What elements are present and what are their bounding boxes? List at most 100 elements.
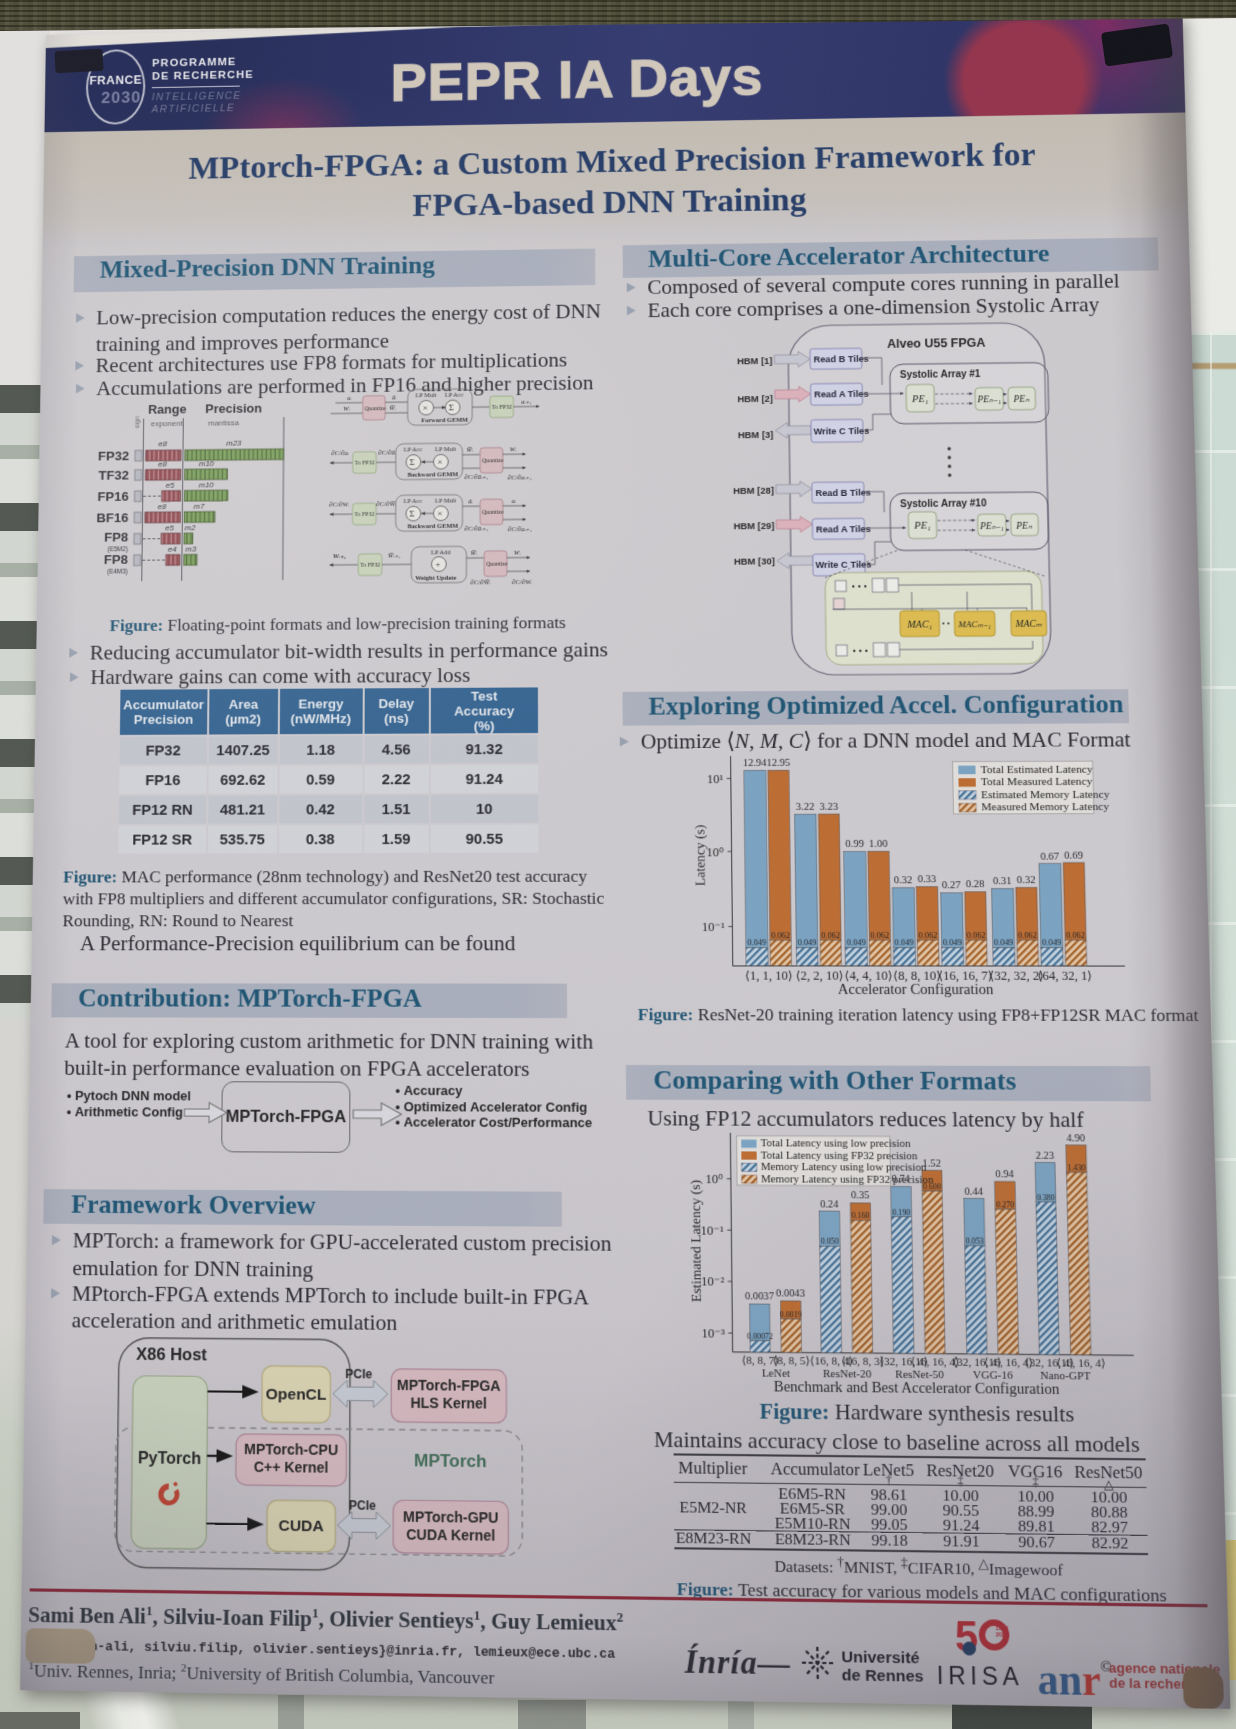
svg-text:⟨1, 1, 10⟩: ⟨1, 1, 10⟩ <box>745 969 793 983</box>
svg-text:PEₙ: PEₙ <box>1012 393 1029 404</box>
svg-text:Systolic Array #1: Systolic Array #1 <box>900 368 981 380</box>
svg-text:10⁻²: 10⁻² <box>701 1274 725 1289</box>
svg-text:0.049: 0.049 <box>895 938 914 948</box>
svg-text:Quantize: Quantize <box>482 458 504 464</box>
svg-text:1.430: 1.430 <box>1067 1163 1086 1173</box>
svg-text:Total Latency using FP32 preci: Total Latency using FP32 precision <box>761 1150 918 1163</box>
svg-text:āᵢ: āᵢ <box>392 394 397 401</box>
svg-text:MACₘ₋₁: MACₘ₋₁ <box>957 619 991 630</box>
svg-text:LP Acc: LP Acc <box>404 499 423 505</box>
svg-text:0.33: 0.33 <box>917 874 936 886</box>
svg-text:MAC₁: MAC₁ <box>906 620 932 631</box>
svg-text:To FP32: To FP32 <box>492 405 512 411</box>
svg-text:∂C/∂aᵢ: ∂C/∂aᵢ <box>331 450 349 457</box>
svg-text:PEₙ: PEₙ <box>1015 520 1032 531</box>
svg-text:Latency (s): Latency (s) <box>692 825 708 886</box>
svg-text:∂C/∂āᵢ₊₁: ∂C/∂āᵢ₊₁ <box>464 474 488 481</box>
svg-text:3.22: 3.22 <box>796 802 815 814</box>
svg-text:Read B Tiles: Read B Tiles <box>815 487 871 498</box>
svg-text:PE₁: PE₁ <box>911 394 929 406</box>
svg-text:0.062: 0.062 <box>1066 930 1085 940</box>
svg-text:LP Mult: LP Mult <box>415 393 436 399</box>
svg-text:PE₁: PE₁ <box>913 520 931 532</box>
svg-text:MPTorch-FPGA: MPTorch-FPGA <box>397 1377 501 1395</box>
svg-text:12.95: 12.95 <box>766 758 790 770</box>
svg-text:LP Acc: LP Acc <box>445 393 464 399</box>
svg-text:sign: sign <box>134 416 141 429</box>
svg-text:e8: e8 <box>158 502 168 511</box>
svg-text:0.24: 0.24 <box>820 1198 839 1210</box>
svg-text:0.049: 0.049 <box>943 938 962 948</box>
svg-text:0.049: 0.049 <box>1042 938 1061 948</box>
svg-text:W̅ᵢ: W̅ᵢ <box>466 447 473 454</box>
svg-text:Backward GEMM: Backward GEMM <box>408 473 459 480</box>
svg-text:e8: e8 <box>158 439 168 448</box>
svg-text:Systolic Array #10: Systolic Array #10 <box>900 497 987 509</box>
svg-text:Read A Tiles: Read A Tiles <box>814 389 869 400</box>
svg-text:e5: e5 <box>165 523 175 532</box>
svg-text:Total Estimated Latency: Total Estimated Latency <box>980 764 1093 776</box>
svg-text:LP Acc: LP Acc <box>404 447 423 453</box>
svg-text:4.90: 4.90 <box>1066 1132 1085 1144</box>
svg-text:12.94: 12.94 <box>743 758 767 770</box>
svg-text:Σ: Σ <box>409 457 414 467</box>
svg-text:Quantize: Quantize <box>486 561 508 567</box>
svg-text:Total Measured Latency: Total Measured Latency <box>981 777 1094 789</box>
svg-text:10⁻³: 10⁻³ <box>701 1326 725 1341</box>
svg-text:Accelerator Configuration: Accelerator Configuration <box>838 981 994 997</box>
svg-text:0.0043: 0.0043 <box>776 1288 805 1300</box>
svg-text:PCIe: PCIe <box>349 1500 376 1514</box>
svg-text:⟨32, 32, 2⟩: ⟨32, 32, 2⟩ <box>989 969 1044 983</box>
svg-text:m23: m23 <box>226 438 242 447</box>
svg-text:0.062: 0.062 <box>918 931 937 941</box>
svg-text:2.23: 2.23 <box>1035 1150 1054 1162</box>
svg-text:PEₙ₋₁: PEₙ₋₁ <box>976 394 1001 405</box>
svg-text:0.049: 0.049 <box>797 938 816 948</box>
svg-text:Wᵢ: Wᵢ <box>343 405 350 412</box>
svg-text:Precision: Precision <box>205 401 262 416</box>
svg-text:CUDA: CUDA <box>278 1517 324 1535</box>
svg-text:HBM [2]: HBM [2] <box>737 393 773 404</box>
svg-text:0.049: 0.049 <box>847 938 866 948</box>
svg-text:0.062: 0.062 <box>967 931 986 941</box>
svg-text:Quantize: Quantize <box>482 510 504 516</box>
svg-text:Forward GEMM: Forward GEMM <box>421 418 468 425</box>
svg-text:Estimated Latency (s): Estimated Latency (s) <box>688 1180 704 1302</box>
svg-text:∂C/∂W̅ᵢ: ∂C/∂W̅ᵢ <box>376 501 396 508</box>
svg-text:m10: m10 <box>199 480 215 489</box>
svg-text:×: × <box>437 457 442 467</box>
svg-text:10⁻¹: 10⁻¹ <box>702 920 726 934</box>
svg-text:To FP32: To FP32 <box>360 562 380 568</box>
svg-text:W̅ᵢ: W̅ᵢ <box>389 405 396 412</box>
svg-text:m3: m3 <box>185 544 197 553</box>
svg-text:⟨2, 2, 10⟩: ⟨2, 2, 10⟩ <box>796 969 844 983</box>
svg-text:HBM [3]: HBM [3] <box>738 430 774 441</box>
svg-text:Σ: Σ <box>409 509 414 519</box>
svg-text:0.160: 0.160 <box>851 1211 870 1221</box>
svg-text:0.69: 0.69 <box>1064 850 1083 862</box>
svg-text:Memory Latency using FP32 prec: Memory Latency using FP32 precision <box>761 1174 934 1187</box>
svg-text:CUDA Kernel: CUDA Kernel <box>406 1526 495 1544</box>
svg-text:aᵢ₊₁: aᵢ₊₁ <box>521 398 532 405</box>
svg-text:0.44: 0.44 <box>964 1186 983 1198</box>
svg-text:To FP32: To FP32 <box>355 460 375 466</box>
svg-text:Range: Range <box>148 402 187 417</box>
svg-text:C++ Kernel: C++ Kernel <box>254 1459 329 1476</box>
svg-text:0.0037: 0.0037 <box>745 1291 774 1303</box>
svg-text:0.27: 0.27 <box>942 880 961 892</box>
svg-text:āᵢ: āᵢ <box>468 498 473 505</box>
svg-text:0.0019: 0.0019 <box>780 1310 802 1320</box>
svg-text:0.049: 0.049 <box>747 938 766 948</box>
svg-text:e4: e4 <box>168 544 177 553</box>
svg-text:MACₘ: MACₘ <box>1014 619 1042 630</box>
svg-text:10⁻¹: 10⁻¹ <box>700 1224 724 1238</box>
svg-text:Memory Latency using low preci: Memory Latency using low precision <box>761 1162 927 1175</box>
svg-text:BF16: BF16 <box>96 511 128 526</box>
svg-text:0.00072: 0.00072 <box>747 1331 773 1341</box>
svg-text:∂C/∂aᵢ₊₁: ∂C/∂aᵢ₊₁ <box>508 474 532 481</box>
svg-text:0.32: 0.32 <box>1017 875 1036 887</box>
svg-text:⟨16, 16, 4⟩: ⟨16, 16, 4⟩ <box>1056 1358 1105 1371</box>
svg-text:∂C/∂āᵢ₊₁: ∂C/∂āᵢ₊₁ <box>464 525 488 532</box>
svg-text:∂C/∂āᵢ: ∂C/∂āᵢ <box>378 449 396 456</box>
svg-text:3.23: 3.23 <box>820 801 839 813</box>
